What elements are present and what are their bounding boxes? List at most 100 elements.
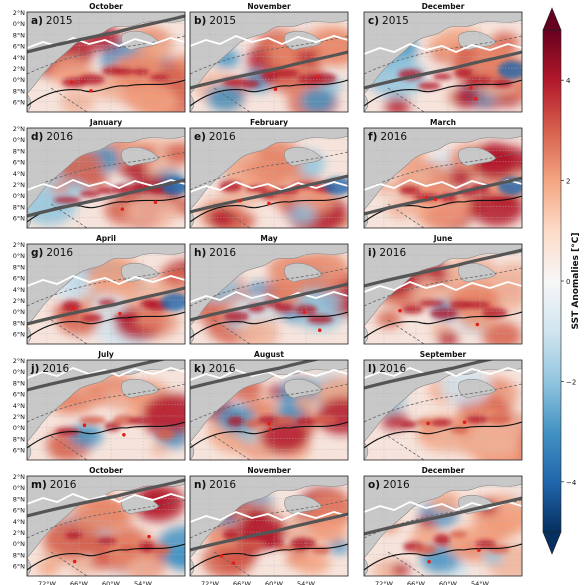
- lat-tick-label: 6°N: [13, 215, 25, 223]
- lon-tick-label: 66°W: [407, 580, 426, 585]
- panel-label: k) 2016: [194, 363, 236, 375]
- front-contour: [364, 311, 522, 339]
- white-track-line: [190, 181, 348, 193]
- dashed-contour: [27, 35, 185, 75]
- lat-tick-label: 8°N: [13, 551, 25, 559]
- lon-tick-label: 66°W: [70, 580, 89, 585]
- panel-year: 2016: [379, 247, 406, 259]
- event-marker: [268, 427, 273, 431]
- map-panel: a) 2015 October 2°N 0°N 8°N 6°N 4°N 2°N 0°N 8°N 6°N: [13, 2, 186, 113]
- panel-month-title: November: [247, 466, 291, 475]
- lat-tick-label: 4°N: [13, 286, 25, 294]
- lat-tick-label: 2°N: [13, 9, 25, 17]
- lon-tick-label: 60°W: [102, 580, 121, 585]
- panel-year: 2015: [382, 15, 409, 27]
- map-panel: n) 2016 November 72°W 66°W 60°W 54°W: [189, 466, 349, 585]
- dashed-contour: [190, 151, 348, 191]
- front-contour: [364, 79, 522, 107]
- panel-month-title: June: [433, 234, 453, 243]
- event-marker: [302, 310, 307, 315]
- lat-tick-label: 6°N: [13, 507, 25, 515]
- land-mass: [190, 12, 348, 112]
- panel-year: 2016: [209, 131, 236, 143]
- event-marker: [147, 534, 151, 539]
- panel-year: 2016: [209, 479, 236, 491]
- lat-tick-label: 0°N: [13, 192, 25, 200]
- front-contour: [27, 311, 185, 339]
- panel-month-title: November: [247, 2, 291, 11]
- panel-frame: [363, 11, 523, 113]
- panel-frame: [363, 359, 523, 461]
- gray-track-line: [27, 286, 185, 326]
- white-track-line: [190, 511, 348, 523]
- lon-tick-label: 54°W: [471, 580, 490, 585]
- panel-year: 2016: [379, 363, 406, 375]
- panel-tag: a): [31, 15, 43, 27]
- panel-label: h) 2016: [194, 247, 236, 259]
- event-marker: [317, 328, 322, 333]
- dashed-contour: [27, 383, 185, 423]
- panel-tag: g): [31, 247, 43, 259]
- panel-label: n) 2016: [194, 479, 236, 491]
- colorbar-bar: [542, 29, 562, 533]
- panel-tag: o): [368, 479, 380, 491]
- event-marker: [398, 308, 402, 313]
- lat-tick-label: 2°N: [13, 529, 25, 537]
- lat-tick-label: 0°N: [13, 368, 25, 376]
- white-track-line: [27, 179, 185, 191]
- panel-tag: d): [31, 131, 43, 143]
- panel-tag: n): [194, 479, 206, 491]
- colorbar: 4 2 0 −2 −4 SST Anomalies [°C]: [542, 7, 581, 555]
- panel-label: a) 2015: [31, 15, 73, 27]
- lat-tick-label: 2°N: [13, 357, 25, 365]
- map-panel: f) 2016 March: [363, 118, 523, 229]
- gray-track-line: [190, 174, 348, 214]
- event-marker: [69, 80, 74, 85]
- event-marker: [473, 97, 478, 101]
- lat-tick-label: 6°N: [13, 159, 25, 167]
- dashed-contour: [27, 499, 185, 539]
- lat-tick-label: 4°N: [13, 170, 25, 178]
- gray-track-line: [364, 248, 522, 288]
- panel-month-title: April: [96, 234, 116, 243]
- front-contour: [364, 543, 522, 571]
- panel-year: 2016: [46, 131, 73, 143]
- dashed-contour: [364, 35, 522, 75]
- gray-track-line: [190, 50, 348, 90]
- gray-track-line: [364, 50, 522, 90]
- panel-label: m) 2016: [31, 479, 77, 491]
- lat-tick-label: 8°N: [13, 203, 25, 211]
- map-grid: [27, 128, 185, 228]
- lat-tick-label: 6°N: [13, 275, 25, 283]
- colorbar-top-extend: [542, 7, 562, 31]
- white-track-line: [364, 281, 522, 293]
- event-marker: [122, 432, 126, 437]
- panel-tag: m): [31, 479, 47, 491]
- front-contour: [190, 543, 348, 571]
- event-marker: [433, 197, 438, 202]
- event-marker: [118, 311, 122, 316]
- front-contour: [190, 79, 348, 107]
- panel-tag: b): [194, 15, 206, 27]
- panel-tag: h): [194, 247, 206, 259]
- map-panel: e) 2016 February: [189, 118, 349, 229]
- land-mass: [364, 360, 522, 460]
- lon-tick-label: 60°W: [265, 580, 284, 585]
- lat-tick-label: 2°N: [13, 65, 25, 73]
- lat-tick-label: 2°N: [13, 125, 25, 133]
- gray-track-line: [190, 282, 348, 322]
- panel-month-title: January: [89, 118, 122, 127]
- lat-tick-label: 2°N: [13, 413, 25, 421]
- front-contour: [27, 421, 185, 449]
- panel-label: l) 2016: [368, 363, 406, 375]
- panel-year: 2015: [209, 15, 236, 27]
- colorbar-tick-label: 2: [566, 178, 570, 186]
- panel-frame: [363, 243, 523, 345]
- panel-month-title: February: [250, 118, 288, 127]
- event-marker: [426, 421, 430, 426]
- lat-tick-label: 4°N: [13, 402, 25, 410]
- lat-tick-label: 6°N: [13, 99, 25, 107]
- panel-frame: [189, 127, 349, 229]
- lat-tick-label: 0°N: [13, 540, 25, 548]
